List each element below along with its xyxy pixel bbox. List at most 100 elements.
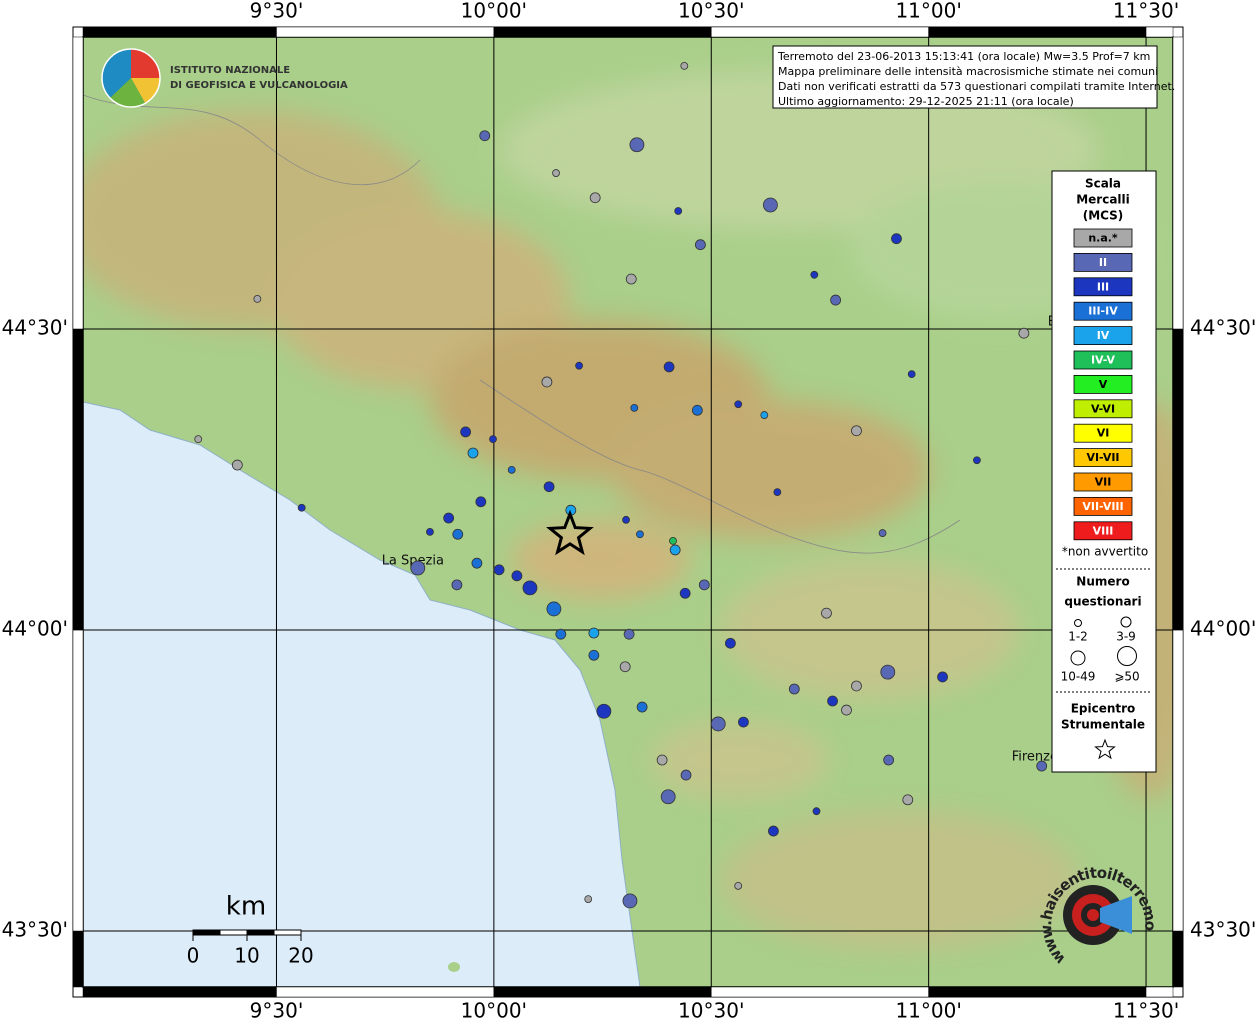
logo-outline (101, 48, 161, 108)
legend-size-label: ⩾50 (1114, 670, 1139, 684)
questionnaire-point (691, 404, 703, 416)
legend-label: IV-V (1091, 354, 1116, 367)
questionnaire-point (710, 716, 726, 732)
y-tick-label: 44°00' (1190, 616, 1256, 640)
questionnaire-point (1036, 760, 1048, 772)
scale-unit: km (226, 892, 266, 922)
questionnaire-point (596, 703, 612, 719)
epicenter-star (546, 509, 594, 556)
questionnaire-point (546, 601, 562, 617)
questionnaire-point (698, 579, 710, 591)
scale-segment (219, 929, 248, 936)
y-tick-label: 43°30' (1190, 918, 1256, 942)
questionnaire-point (669, 536, 677, 545)
questionnaire-point (630, 403, 639, 412)
questionnaire-point (489, 435, 497, 444)
logo-text: DI GEOFISICA E VULCANOLOGIA (170, 80, 348, 91)
questionnaire-point (426, 527, 434, 536)
legend-swatch (1073, 277, 1133, 297)
questionnaire-point (475, 496, 487, 508)
questionnaire-point (660, 789, 676, 805)
questionnaire-point (451, 579, 463, 591)
frame-segment (1172, 36, 1184, 330)
questionnaire-point (543, 481, 555, 493)
frame-segment (82, 986, 277, 998)
questionnaire-point (679, 587, 691, 599)
y-tick-label: 43°30' (2, 918, 68, 942)
questionnaire-point (680, 61, 689, 70)
frame-segment (276, 26, 495, 38)
legend-swatch (1073, 374, 1133, 394)
questionnaire-point (541, 376, 553, 388)
questionnaire-point (443, 512, 455, 524)
questionnaire-point (762, 197, 778, 213)
legend-title: Mercalli (1076, 193, 1130, 207)
questionnaire-point (460, 426, 472, 438)
questionnaire-point (841, 704, 852, 716)
legend-size-label: 1-2 (1068, 630, 1088, 644)
x-tick-label: 10°00' (461, 999, 527, 1023)
questionnaire-point (878, 529, 887, 537)
questionnaire-point (1018, 327, 1030, 339)
x-tick-label: 10°30' (678, 999, 744, 1023)
questionnaire-point (851, 425, 862, 437)
y-tick-label: 44°30' (1190, 315, 1256, 339)
legend-size-label: 10-49 (1061, 670, 1096, 684)
site-logo-speaker (1100, 896, 1132, 934)
questionnaire-point (830, 294, 842, 306)
legend-size-symbol (1120, 616, 1132, 628)
legend-size-label: 3-9 (1116, 630, 1136, 644)
legend-size-symbol (1070, 650, 1086, 666)
legend-note: *non avvertito (1062, 545, 1148, 559)
legend-label: VII-VIII (1082, 500, 1123, 513)
x-tick-label: 10°30' (678, 0, 744, 23)
questionnaire-point (669, 544, 681, 556)
questionnaire-point (555, 628, 567, 640)
place-label: La Spezia (382, 553, 444, 568)
questionnaire-point (584, 895, 593, 904)
frame-segment (1172, 328, 1184, 631)
x-tick-label: 9°30' (250, 999, 304, 1023)
frame-segment (1172, 930, 1184, 988)
questionnaire-point (734, 400, 743, 409)
questionnaire-point (773, 488, 782, 497)
header-frame (772, 45, 1158, 109)
questionnaire-point (511, 570, 523, 582)
questionnaire-point (629, 137, 645, 153)
header-line: Mappa preliminare delle intensità macros… (778, 65, 1158, 78)
legend-epicenter-title: Epicentro (1071, 702, 1136, 716)
legend-swatch (1073, 252, 1133, 272)
header-line: Ultimo aggiornamento: 29-12-2025 21:11 (… (778, 95, 1074, 108)
scale-label: 10 (234, 944, 259, 968)
legend-label: n.a.* (1088, 232, 1118, 245)
legend-title: Scala (1085, 177, 1121, 191)
header-box: Terremoto del 23-06-2013 15:13:41 (ora l… (772, 45, 1175, 109)
scale-bar: km 0 10 20 (187, 892, 314, 968)
questionnaire-point (522, 580, 538, 596)
questionnaire-point (973, 456, 981, 465)
questionnaire-point (902, 794, 914, 806)
frame-segment (711, 986, 929, 998)
x-tick-label: 9°30' (250, 0, 304, 23)
frame-segment (493, 986, 712, 998)
frame-segment (72, 328, 84, 631)
frame-segment (1145, 986, 1174, 998)
legend-epicenter-title: Strumentale (1061, 718, 1145, 732)
logo-segment (110, 78, 145, 107)
scale-segment (246, 929, 275, 936)
questionnaire-point (738, 716, 749, 728)
questionnaire-point (622, 893, 638, 909)
frame-segment (82, 26, 277, 38)
questionnaire-point (821, 607, 832, 619)
frame-segment (72, 930, 84, 988)
legend-label: IV (1097, 329, 1110, 342)
legend-swatch (1073, 521, 1133, 541)
legend-label: V-VI (1091, 402, 1115, 415)
questionnaire-point (768, 825, 779, 837)
questionnaire-point (297, 503, 306, 512)
questionnaire-point (891, 233, 902, 245)
questionnaire-point (883, 754, 895, 766)
legend-swatch (1073, 472, 1133, 492)
legend-size-symbol (1117, 646, 1137, 666)
